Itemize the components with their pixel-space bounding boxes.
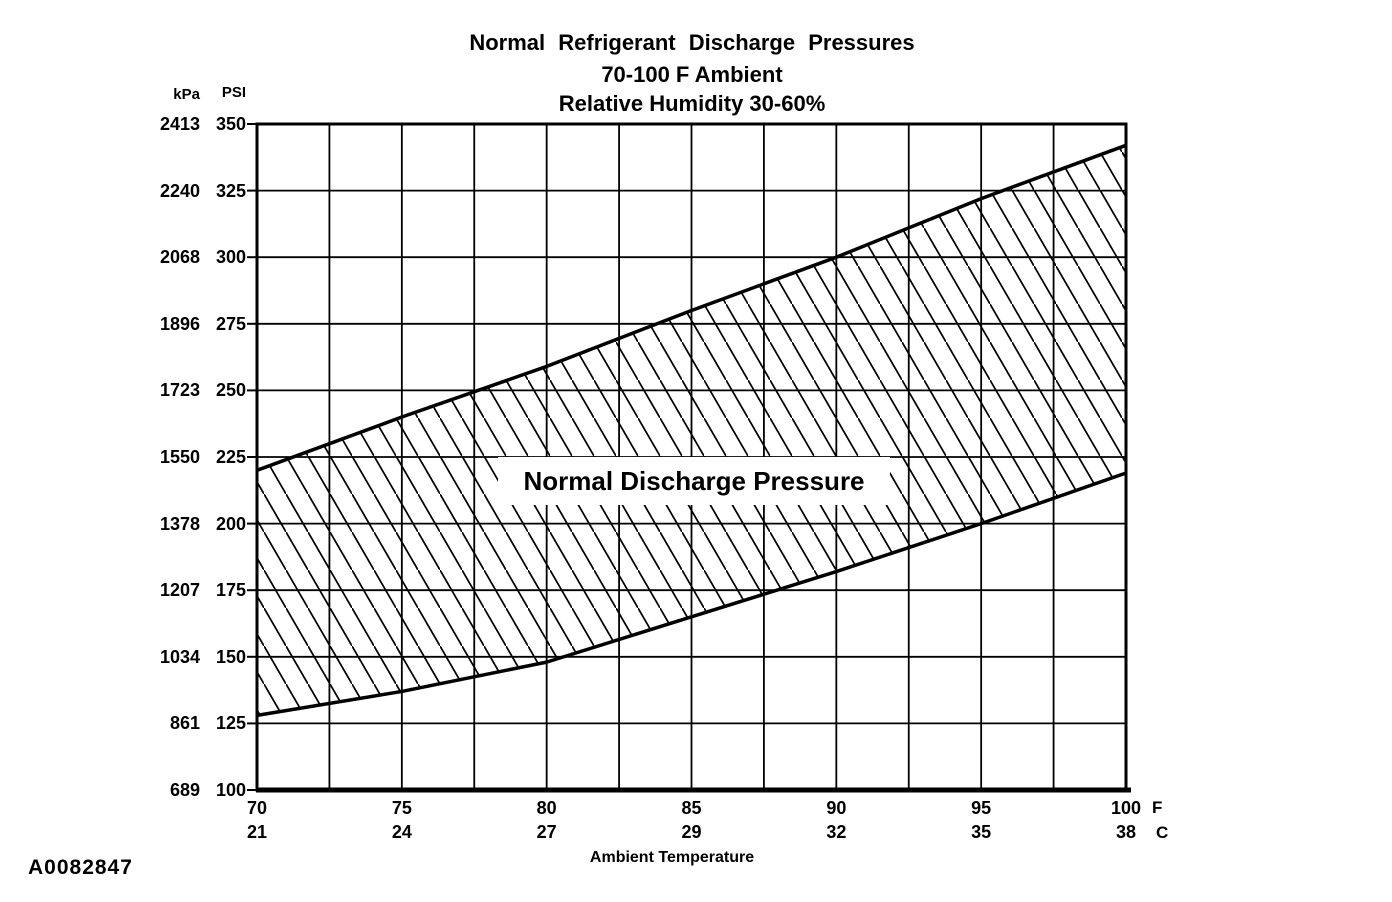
y-tick-row: 1550 225	[130, 446, 246, 468]
y-tick-kpa: 1207	[159, 580, 200, 601]
x-tick-celsius: 27	[536, 822, 557, 842]
y-tick-row: 2240 325	[130, 180, 246, 202]
x-tick-fahrenheit: 85	[681, 798, 702, 818]
y-tick-row: 2068 300	[130, 246, 246, 268]
y-tick-kpa: 2068	[159, 247, 200, 268]
y-tick-row: 861 125	[130, 712, 246, 734]
x-axis-title: Ambient Temperature	[589, 849, 755, 866]
y-tick-row: 1896 275	[130, 313, 246, 335]
y-tick-kpa: 1378	[159, 513, 200, 534]
y-tick-psi: 350	[215, 114, 246, 134]
y-tick-psi: 200	[215, 513, 246, 534]
chart-subtitle-ambient: 70-100 F Ambient	[601, 62, 783, 87]
y-tick-kpa: 689	[169, 780, 200, 800]
y-axis-unit-psi: PSI	[221, 84, 246, 101]
y-tick-row: 1378 200	[130, 513, 246, 535]
normal-pressure-band	[256, 143, 1127, 718]
y-tick-psi: 275	[215, 313, 246, 334]
x-tick-fahrenheit: 75	[391, 798, 412, 818]
chart-subtitle-humidity: Relative Humidity 30-60%	[558, 91, 826, 116]
band-fill	[257, 145, 1126, 716]
figure-code: A0082847	[28, 856, 133, 879]
x-tick-celsius: 35	[971, 822, 992, 842]
x-tick-celsius: 29	[681, 822, 702, 842]
x-tick-fahrenheit: 95	[971, 798, 992, 818]
x-tick-fahrenheit: 70	[246, 798, 268, 818]
x-tick-celsius: 21	[246, 822, 268, 842]
upper-limit-curve	[256, 143, 1127, 472]
y-tick-row: 689 100	[130, 779, 246, 801]
x-tick-celsius: 38	[1115, 822, 1137, 842]
y-tick-row: 2413 350	[130, 113, 246, 135]
axis-tick-marks	[247, 123, 257, 791]
y-tick-kpa: 1896	[159, 313, 200, 334]
y-tick-kpa: 2413	[159, 114, 200, 134]
x-tick-fahrenheit: 90	[826, 798, 847, 818]
y-tick-psi: 175	[215, 580, 246, 601]
y-tick-row: 1034 150	[130, 646, 246, 668]
y-tick-kpa: 2240	[159, 180, 200, 201]
x-tick-fahrenheit: 80	[536, 798, 557, 818]
y-tick-row: 1207 175	[130, 579, 246, 601]
y-tick-psi: 325	[215, 180, 246, 201]
x-axis-unit-celsius: C	[1156, 823, 1169, 842]
x-tick-celsius: 32	[826, 822, 847, 842]
y-tick-psi: 100	[215, 780, 246, 800]
y-tick-psi: 225	[215, 447, 246, 467]
y-tick-kpa: 1550	[159, 447, 200, 467]
y-tick-kpa: 1034	[159, 646, 200, 667]
y-tick-kpa: 1723	[159, 380, 200, 401]
y-axis-unit-kpa: kPa	[173, 86, 200, 103]
y-tick-psi: 250	[215, 380, 246, 401]
y-tick-row: 1723 250	[130, 379, 246, 401]
chart-title: Normal Refrigerant Discharge Pressures	[469, 30, 915, 55]
y-tick-kpa: 861	[169, 713, 200, 734]
x-tick-fahrenheit: 100	[1110, 798, 1142, 818]
band-label: Normal Discharge Pressure	[498, 457, 890, 505]
y-tick-psi: 125	[215, 713, 246, 734]
y-tick-psi: 150	[215, 646, 246, 667]
x-axis-unit-fahrenheit: F	[1152, 798, 1163, 817]
lower-limit-curve	[256, 471, 1127, 718]
x-tick-celsius: 24	[391, 822, 412, 842]
y-tick-psi: 300	[215, 247, 246, 268]
